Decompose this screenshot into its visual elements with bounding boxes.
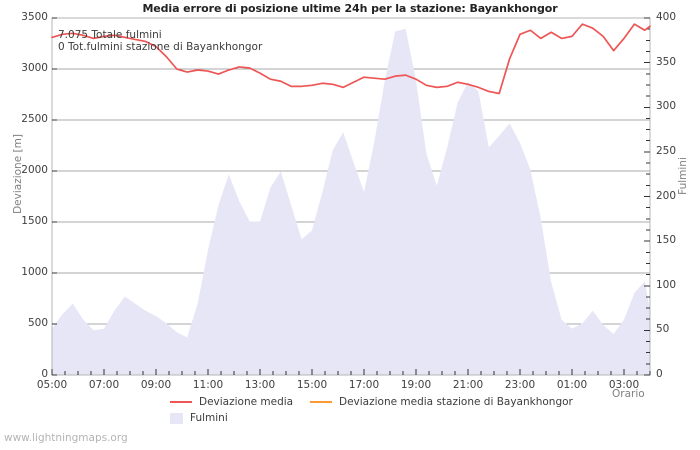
chart-title: Media errore di posizione ultime 24h per… [142, 2, 558, 15]
y-axis-right-tick: 250 [656, 144, 677, 157]
x-axis-tick: 15:00 [296, 379, 328, 391]
legend-label-fulmini: Fulmini [190, 412, 228, 424]
x-axis-tick: 19:00 [400, 379, 432, 391]
x-axis-label: Orario [612, 388, 645, 400]
y-axis-left-tick: 3000 [21, 62, 48, 74]
x-axis-tick: 21:00 [452, 379, 484, 391]
strokes-area-series [52, 28, 650, 376]
y-axis-right-tick: 0 [656, 368, 663, 380]
y-axis-right-tick: 300 [656, 100, 677, 113]
x-axis-tick: 05:00 [36, 379, 68, 391]
legend-item-deviazione-media: Deviazione media [170, 396, 293, 408]
y-axis-right-tick: 50 [656, 323, 670, 336]
y-axis-left-tick: 2500 [21, 113, 48, 125]
x-axis-tick: 07:00 [88, 379, 120, 391]
annotation-total-strokes: 7.075 Totale fulmini [58, 29, 162, 41]
annotation-station-strokes: 0 Tot.fulmini stazione di Bayankhongor [58, 41, 263, 53]
y-axis-right-tick: 100 [656, 278, 677, 291]
legend-swatch-deviazione-media-stazione [310, 400, 332, 404]
x-axis-tick: 11:00 [192, 379, 224, 391]
x-axis-tick: 03:00 [608, 379, 640, 391]
legend-label-deviazione-media-stazione: Deviazione media stazione di Bayankhongo… [339, 396, 573, 408]
x-axis-tick: 13:00 [244, 379, 276, 391]
y-axis-right-tick: 400 [656, 11, 677, 23]
footer-credit: www.lightningmaps.org [4, 432, 128, 444]
legend-swatch-fulmini [170, 412, 183, 424]
legend-swatch-deviazione-media [170, 400, 192, 404]
y-axis-left-tick: 0 [41, 368, 48, 380]
x-axis-tick: 01:00 [556, 379, 588, 391]
legend-item-fulmini: Fulmini [170, 412, 228, 424]
x-axis-tick: 17:00 [348, 379, 380, 391]
x-axis-tick: 23:00 [504, 379, 536, 391]
y-axis-right-tick: 150 [656, 234, 677, 247]
y-axis-left-tick: 500 [27, 317, 48, 329]
legend-label-deviazione-media: Deviazione media [199, 396, 294, 408]
y-axis-left-tick: 1000 [21, 266, 48, 278]
minor-ticks [51, 17, 651, 376]
y-axis-right-tick: 350 [656, 55, 677, 68]
y-axis-right-tick: 200 [656, 189, 677, 202]
y-axis-left-tick: 2000 [21, 164, 48, 176]
y-axis-right-label: Fulmini [677, 157, 689, 195]
legend-item-deviazione-media-stazione: Deviazione media stazione di Bayankhongo… [310, 396, 573, 408]
y-axis-left-tick: 1500 [21, 215, 48, 227]
y-axis-left-tick: 3500 [21, 11, 48, 23]
x-axis-tick: 09:00 [140, 379, 172, 391]
deviation-line-series [51, 23, 651, 95]
